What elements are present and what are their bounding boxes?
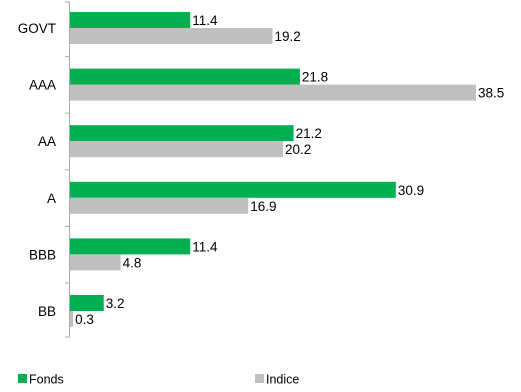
category-label: GOVT — [18, 21, 56, 36]
category-label: BB — [38, 304, 56, 319]
bar-indice-bb — [70, 311, 74, 327]
data-label: 21.8 — [302, 70, 328, 85]
category-label: BBB — [29, 247, 56, 262]
data-label: 11.4 — [192, 13, 218, 28]
data-label: 20.2 — [285, 142, 311, 157]
legend-label: Indice — [266, 373, 299, 387]
data-label: 0.3 — [75, 312, 94, 327]
legend-swatch — [18, 374, 27, 383]
bar-indice-aaa — [70, 84, 476, 101]
data-label: 16.9 — [250, 199, 276, 214]
bar-indice-aa — [70, 141, 284, 158]
category-label: AAA — [29, 78, 56, 93]
data-label: 3.2 — [106, 296, 125, 311]
legend-item-fonds: Fonds — [18, 373, 64, 387]
bar-fonds-bbb — [70, 238, 191, 255]
bar-fonds-aaa — [70, 68, 300, 85]
bar-fonds-govt — [70, 12, 191, 28]
bar-indice-a — [70, 197, 249, 214]
data-label: 19.2 — [274, 29, 300, 44]
labels-layer: GOVT 11.4 19.2 AAA 21.8 38.5 AA 21.220.2 A 30.9 16… — [18, 13, 505, 327]
bars-layer — [70, 12, 476, 327]
bar-indice-govt — [70, 28, 273, 44]
data-label: 21.2 — [296, 126, 322, 141]
data-label: 30.9 — [398, 183, 424, 198]
legend-swatch — [255, 374, 264, 383]
legend-label: Fonds — [29, 373, 64, 387]
legend-item-indice: Indice — [255, 373, 299, 387]
category-label: AA — [38, 134, 56, 149]
bar-fonds-a — [70, 181, 396, 198]
data-label: 4.8 — [123, 255, 142, 270]
bar-fonds-aa — [70, 125, 294, 142]
axis-layer — [65, 1, 70, 338]
legend: Fonds Indice — [18, 373, 299, 387]
data-label: 11.4 — [192, 239, 218, 254]
category-label: A — [47, 191, 56, 206]
data-label: 38.5 — [478, 86, 504, 101]
bar-indice-bbb — [70, 254, 121, 271]
bar-fonds-bb — [70, 295, 104, 311]
